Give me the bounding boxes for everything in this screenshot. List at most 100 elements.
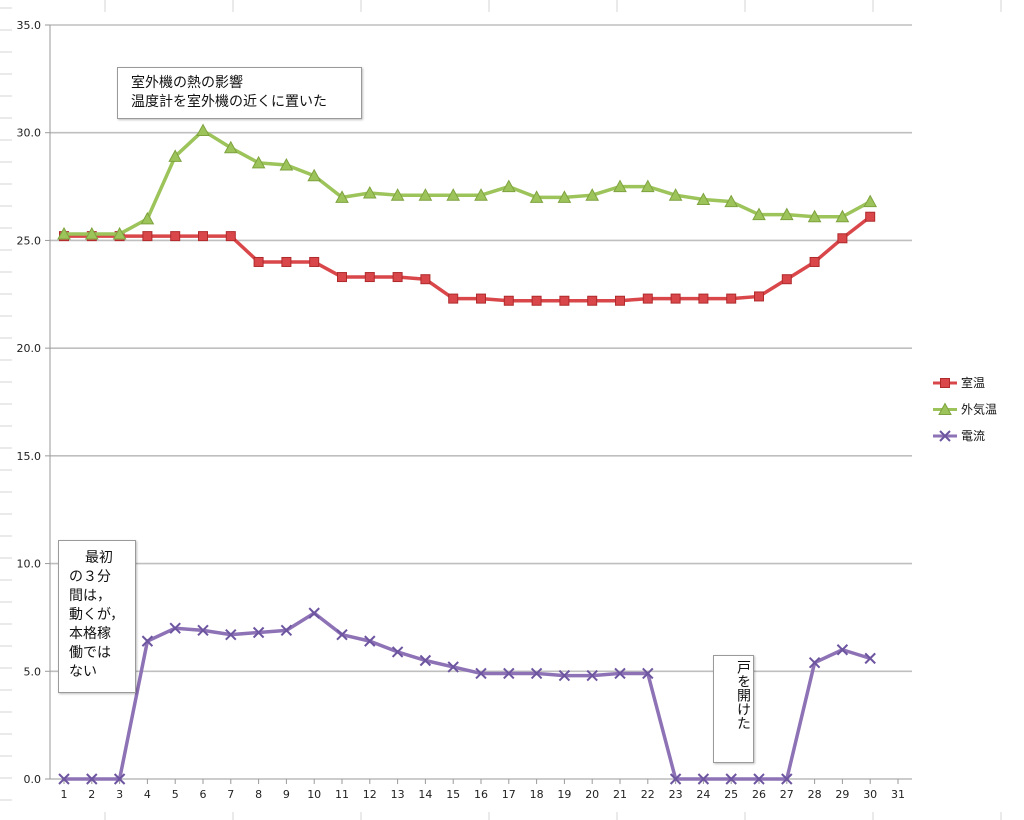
point-room-temp-10-shape xyxy=(309,256,320,267)
point-outside-temp-1 xyxy=(57,226,71,240)
point-outside-temp-1-shape xyxy=(57,226,71,240)
x-tick-label-8: 9 xyxy=(283,788,290,801)
point-current-12-shape xyxy=(364,635,376,647)
point-outside-temp-12-shape xyxy=(362,185,377,199)
point-room-temp-12 xyxy=(364,272,375,283)
legend-marker-room-temp-shape xyxy=(940,378,950,388)
point-current-13 xyxy=(391,646,404,658)
point-outside-temp-10-shape xyxy=(307,168,322,182)
point-room-temp-10 xyxy=(309,256,320,267)
annotation-first-minutes: 最初 の３分 間は， 動くが， 本格稼 働では ない xyxy=(58,540,136,693)
point-outside-temp-15-shape xyxy=(446,188,461,201)
x-tick-label-26: 27 xyxy=(780,788,794,801)
point-current-19 xyxy=(558,669,571,682)
point-current-22 xyxy=(642,667,654,680)
x-tick-label-27: 28 xyxy=(808,788,822,801)
point-outside-temp-6 xyxy=(196,123,210,137)
point-room-temp-23-shape xyxy=(670,293,681,304)
point-current-8-shape xyxy=(252,626,265,639)
point-current-10 xyxy=(308,607,320,619)
y-tick-label-2: 10.0 xyxy=(17,558,42,571)
legend-marker-current-shape xyxy=(939,430,951,442)
point-room-temp-27-shape xyxy=(781,274,792,285)
point-outside-temp-17-shape xyxy=(501,179,516,193)
point-outside-temp-18-shape xyxy=(529,190,544,203)
point-outside-temp-19 xyxy=(557,190,572,203)
x-tick-label-10: 11 xyxy=(335,788,349,801)
x-tick-label-30: 31 xyxy=(891,788,905,801)
point-current-26-shape xyxy=(753,773,765,785)
point-current-2 xyxy=(86,773,98,785)
point-outside-temp-24 xyxy=(696,192,711,205)
legend-label-outside-temp: 外気温 xyxy=(961,402,997,417)
point-room-temp-19 xyxy=(559,295,570,306)
point-outside-temp-13-shape xyxy=(390,188,405,201)
point-outside-temp-16 xyxy=(474,188,488,201)
point-outside-temp-14 xyxy=(418,188,433,201)
point-current-13-shape xyxy=(391,646,404,658)
point-room-temp-22-shape xyxy=(642,293,653,304)
point-current-15-shape xyxy=(447,661,459,673)
point-current-27 xyxy=(781,773,793,785)
point-room-temp-28 xyxy=(809,256,820,267)
annotation-first-line-7: ない xyxy=(69,664,97,680)
point-current-10-shape xyxy=(308,607,320,619)
point-outside-temp-14-shape xyxy=(418,188,433,201)
legend-marker-outside-temp xyxy=(938,402,952,415)
point-room-temp-18-shape xyxy=(531,295,542,306)
point-outside-temp-13 xyxy=(390,188,405,201)
point-outside-temp-5 xyxy=(168,149,183,162)
point-outside-temp-29 xyxy=(835,209,850,223)
point-current-4-shape xyxy=(141,635,154,647)
x-tick-label-13: 14 xyxy=(418,788,432,801)
point-current-3-shape xyxy=(113,773,126,785)
plot-area xyxy=(12,12,1010,812)
x-tick-label-25: 26 xyxy=(752,788,766,801)
point-outside-temp-5-shape xyxy=(168,149,183,162)
annotation-heat-line-2: 温度計を室外機の近くに置いた xyxy=(131,94,327,110)
point-outside-temp-28-shape xyxy=(807,209,822,223)
x-tick-label-15: 16 xyxy=(474,788,488,801)
point-outside-temp-22-shape xyxy=(640,179,655,193)
x-tick-label-22: 23 xyxy=(669,788,683,801)
point-outside-temp-7 xyxy=(223,140,238,154)
point-current-20 xyxy=(586,669,598,682)
point-current-17-shape xyxy=(503,667,515,680)
point-room-temp-6-shape xyxy=(198,231,208,242)
x-tick-label-12: 13 xyxy=(391,788,405,801)
point-outside-temp-19-shape xyxy=(557,190,572,203)
x-tick-label-18: 19 xyxy=(557,788,571,801)
y-tick-label-0: 0.0 xyxy=(24,773,42,786)
point-outside-temp-2-shape xyxy=(84,226,99,240)
point-room-temp-29 xyxy=(837,233,848,244)
point-outside-temp-25-shape xyxy=(724,194,739,208)
point-current-29-shape xyxy=(836,644,849,656)
point-room-temp-12-shape xyxy=(364,272,375,283)
annotation-first-line-5: 本格稼 xyxy=(69,626,111,642)
legend-label-room-temp: 室温 xyxy=(961,375,985,390)
point-room-temp-20-shape xyxy=(587,295,598,306)
point-current-1 xyxy=(58,773,70,785)
y-tick-label-7: 35.0 xyxy=(17,19,42,32)
legend-marker-outside-temp-shape xyxy=(938,402,952,415)
x-tick-label-16: 17 xyxy=(502,788,516,801)
point-room-temp-8 xyxy=(253,256,264,267)
point-current-24 xyxy=(697,773,710,785)
point-outside-temp-27-shape xyxy=(779,207,794,221)
y-tick-label-1: 5.0 xyxy=(24,665,42,678)
point-room-temp-4 xyxy=(142,231,153,242)
point-room-temp-21 xyxy=(615,295,625,306)
point-room-temp-19-shape xyxy=(559,295,570,306)
point-current-28 xyxy=(808,656,821,669)
point-room-temp-24 xyxy=(698,293,709,304)
point-outside-temp-26 xyxy=(752,207,766,221)
point-room-temp-7-shape xyxy=(225,231,236,242)
x-tick-label-29: 30 xyxy=(863,788,877,801)
point-room-temp-9-shape xyxy=(281,256,292,267)
x-tick-label-11: 12 xyxy=(363,788,377,801)
point-room-temp-16-shape xyxy=(476,293,486,304)
point-current-9-shape xyxy=(280,624,293,637)
series-line-current xyxy=(64,611,871,781)
point-current-6 xyxy=(197,624,209,637)
